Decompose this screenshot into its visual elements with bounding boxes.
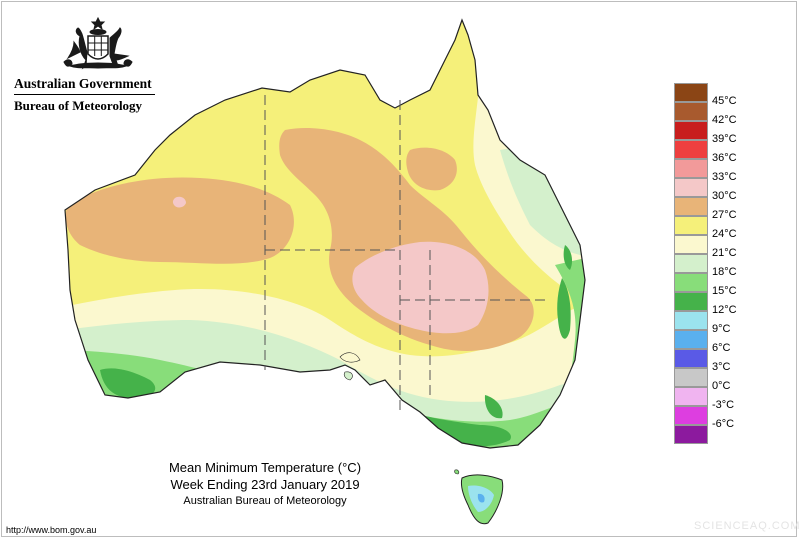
legend-swatch xyxy=(674,254,708,273)
legend-swatch xyxy=(674,406,708,425)
legend-label: 3°C xyxy=(712,361,731,373)
bureau-name: Bureau of Meteorology xyxy=(14,98,143,113)
legend-swatch xyxy=(674,349,708,368)
watermark: SCIENCEAQ.COM xyxy=(694,520,800,532)
legend-swatch xyxy=(674,178,708,197)
legend-swatch xyxy=(674,292,708,311)
legend-swatch xyxy=(674,121,708,140)
legend-swatch xyxy=(674,235,708,254)
legend-swatch xyxy=(674,311,708,330)
government-name: Australian Government xyxy=(14,76,152,91)
coat-of-arms-icon xyxy=(63,16,133,70)
legend-label: 9°C xyxy=(712,323,731,335)
caption-source: Australian Bureau of Meteorology xyxy=(183,495,347,507)
legend-label: 36°C xyxy=(712,152,737,164)
legend-label: 30°C xyxy=(712,190,737,202)
caption-title: Mean Minimum Temperature (°C) xyxy=(168,460,362,475)
legend-label: 24°C xyxy=(712,228,737,240)
legend-swatch xyxy=(674,387,708,406)
legend-label: 15°C xyxy=(712,285,737,297)
title-divider xyxy=(14,94,155,95)
legend-swatch xyxy=(674,159,708,178)
legend-label: 27°C xyxy=(712,209,737,221)
legend-swatch xyxy=(674,368,708,387)
legend-label: 12°C xyxy=(712,304,737,316)
legend-label: 33°C xyxy=(712,171,737,183)
map-caption: Mean Minimum Temperature (°C) Week Endin… xyxy=(130,459,400,509)
legend-swatch xyxy=(674,273,708,292)
legend-swatch xyxy=(674,140,708,159)
source-url[interactable]: http://www.bom.gov.au xyxy=(6,525,97,535)
legend-swatch xyxy=(674,216,708,235)
legend-swatch xyxy=(674,425,708,444)
government-logo: Australian Government Bureau of Meteorol… xyxy=(14,14,164,114)
caption-period: Week Ending 23rd January 2019 xyxy=(170,477,360,492)
legend-swatch xyxy=(674,197,708,216)
legend-label: 0°C xyxy=(712,380,731,392)
legend-label: 18°C xyxy=(712,266,737,278)
legend-label: 42°C xyxy=(712,114,737,126)
australia-temperature-map xyxy=(64,19,586,525)
legend-label: 6°C xyxy=(712,342,731,354)
legend-label: 39°C xyxy=(712,133,737,145)
legend-label: 21°C xyxy=(712,247,737,259)
legend-label: -3°C xyxy=(712,399,735,411)
temperature-legend: 45°C 42°C 39°C 36°C 33°C 30°C 27°C 24°C 21°C 18°C… xyxy=(674,83,764,453)
legend-swatch xyxy=(674,330,708,349)
legend-swatch xyxy=(674,83,708,102)
legend-label: 45°C xyxy=(712,95,737,107)
legend-label: -6°C xyxy=(712,418,735,430)
legend-swatch xyxy=(674,102,708,121)
